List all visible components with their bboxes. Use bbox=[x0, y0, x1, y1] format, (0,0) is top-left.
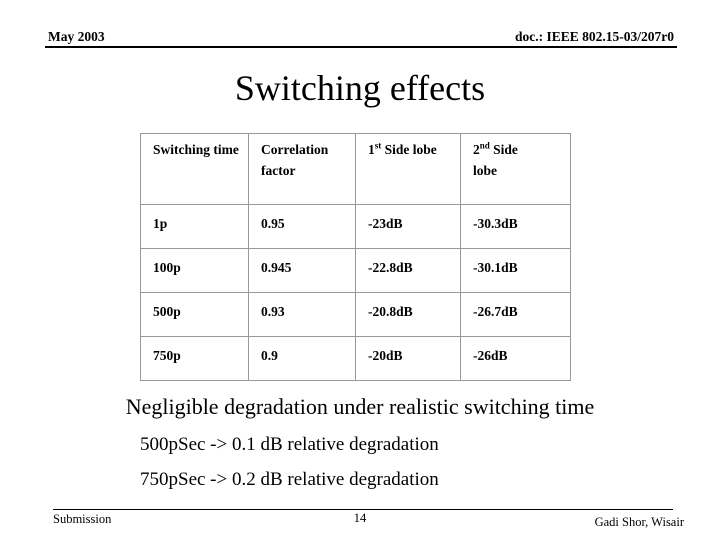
footer-divider bbox=[53, 509, 673, 510]
degradation-note-500psec: 500pSec -> 0.1 dB relative degradation bbox=[140, 434, 439, 455]
cell-first-side-lobe: -20.8dB bbox=[355, 292, 461, 337]
conclusion-text: Negligible degradation under realistic s… bbox=[125, 394, 595, 419]
table-row: 750p 0.9 -20dB -26dB bbox=[140, 336, 571, 381]
footer-submission-label: Submission bbox=[53, 512, 112, 526]
table-header-row: Switching time Correlation factor 1st Si… bbox=[140, 133, 571, 205]
cell-correlation-factor: 0.95 bbox=[248, 204, 356, 249]
cell-correlation-factor: 0.9 bbox=[248, 336, 356, 381]
cell-second-side-lobe: -26dB bbox=[460, 336, 571, 381]
cell-second-side-lobe: -30.1dB bbox=[460, 248, 571, 293]
column-header-second-side-lobe: 2nd Side lobe bbox=[460, 133, 571, 205]
cell-switching-time: 750p bbox=[140, 336, 249, 381]
header-date: May 2003 bbox=[48, 29, 105, 44]
cell-first-side-lobe: -23dB bbox=[355, 204, 461, 249]
column-header-correlation-factor: Correlation factor bbox=[248, 133, 356, 205]
footer-author: Gadi Shor, Wisair bbox=[594, 515, 684, 529]
cell-correlation-factor: 0.945 bbox=[248, 248, 356, 293]
table-row: 100p 0.945 -22.8dB -30.1dB bbox=[140, 248, 571, 293]
page-title: Switching effects bbox=[234, 68, 486, 108]
switching-effects-table: Switching time Correlation factor 1st Si… bbox=[140, 133, 571, 381]
degradation-note-750psec: 750pSec -> 0.2 dB relative degradation bbox=[140, 469, 439, 490]
cell-switching-time: 1p bbox=[140, 204, 249, 249]
cell-correlation-factor: 0.93 bbox=[248, 292, 356, 337]
cell-switching-time: 100p bbox=[140, 248, 249, 293]
cell-first-side-lobe: -22.8dB bbox=[355, 248, 461, 293]
table-row: 500p 0.93 -20.8dB -26.7dB bbox=[140, 292, 571, 337]
header-doc-number: doc.: IEEE 802.15-03/207r0 bbox=[514, 29, 674, 44]
footer-page-number: 14 bbox=[353, 511, 367, 525]
column-header-switching-time: Switching time bbox=[140, 133, 249, 205]
cell-second-side-lobe: -26.7dB bbox=[460, 292, 571, 337]
table-row: 1p 0.95 -23dB -30.3dB bbox=[140, 204, 571, 249]
cell-second-side-lobe: -30.3dB bbox=[460, 204, 571, 249]
cell-switching-time: 500p bbox=[140, 292, 249, 337]
column-header-first-side-lobe: 1st Side lobe bbox=[355, 133, 461, 205]
slide-header: May 2003 doc.: IEEE 802.15-03/207r0 bbox=[45, 29, 677, 48]
cell-first-side-lobe: -20dB bbox=[355, 336, 461, 381]
